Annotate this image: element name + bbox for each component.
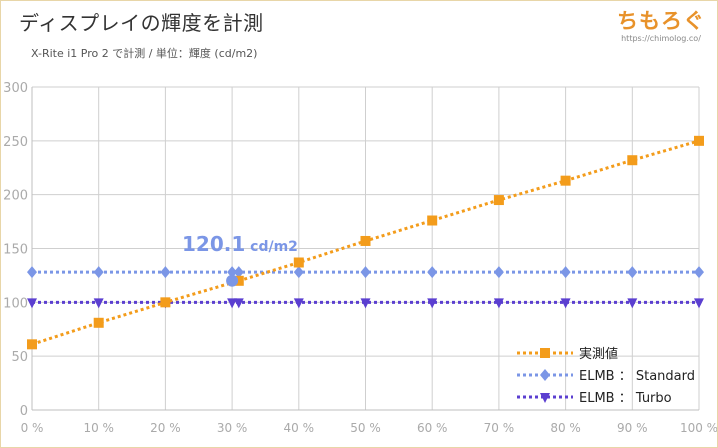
y-tick-label: 250 [3, 135, 28, 150]
data-point [227, 298, 238, 309]
x-tick-label: 20 % [150, 421, 181, 435]
x-tick-label: 80 % [550, 421, 581, 435]
x-tick-label: 30 % [217, 421, 248, 435]
y-tick-label: 100 [3, 296, 28, 311]
chart-title: ディスプレイの輝度を計測 [19, 11, 264, 35]
x-tick-label: 90 % [617, 421, 648, 435]
data-point [360, 298, 371, 309]
legend-marker [540, 348, 550, 358]
data-point [694, 135, 704, 146]
data-point [694, 266, 704, 279]
data-point [227, 266, 238, 279]
data-point [694, 298, 704, 309]
chart-subtitle: X-Rite i1 Pro 2 で計測 / 単位：輝度 (cd/m2) [31, 47, 258, 60]
data-point [160, 266, 171, 279]
y-tick-label: 150 [3, 243, 28, 258]
x-tick-label: 70 % [484, 421, 515, 435]
logo-text: ちもろぐ [617, 9, 705, 33]
x-tick-label: 50 % [350, 421, 381, 435]
data-point [560, 266, 571, 279]
annotation-value: 120.1 [182, 232, 245, 256]
data-point [627, 155, 638, 166]
legend-label: ELMB ： Turbo [579, 391, 672, 406]
legend-marker [540, 393, 550, 403]
data-point [293, 298, 304, 309]
x-tick-label: 0 % [21, 421, 44, 435]
data-point [427, 266, 438, 279]
data-point [627, 298, 638, 309]
data-point [233, 298, 244, 309]
data-point [627, 266, 638, 279]
data-point [493, 298, 504, 309]
legend-label: 実測値 [579, 346, 618, 362]
x-tick-label: 10 % [83, 421, 114, 435]
logo-url: https://chimolog.co/ [621, 34, 701, 43]
data-point [427, 298, 438, 309]
annotation-marker [226, 274, 239, 287]
data-point [233, 266, 244, 279]
legend-marker [540, 369, 550, 381]
annotation-unit: cd/m2 [245, 239, 298, 255]
data-point [560, 175, 571, 186]
site-logo: ちもろぐ https://chimolog.co/ [617, 5, 705, 43]
y-tick-label: 200 [3, 189, 28, 204]
x-tick-label: 40 % [284, 421, 315, 435]
y-tick-label: 50 [11, 350, 28, 365]
data-point [93, 266, 104, 279]
data-point [293, 266, 304, 279]
y-tick-label: 0 [20, 404, 28, 419]
data-point [93, 298, 104, 309]
x-tick-label: 100 % [680, 421, 717, 435]
data-point [27, 266, 37, 279]
data-point [427, 215, 438, 226]
data-point [293, 257, 304, 268]
data-point [360, 266, 371, 279]
data-point [360, 235, 371, 246]
data-point [93, 317, 104, 328]
data-point [493, 266, 504, 279]
annotation-label: 120.1 cd/m2 [182, 232, 298, 256]
data-point [160, 297, 171, 308]
x-tick-label: 60 % [417, 421, 448, 435]
legend-label: ELMB ： Standard [579, 369, 695, 384]
y-tick-label: 300 [3, 81, 28, 96]
data-point [233, 275, 244, 286]
data-point [493, 195, 504, 206]
data-point [27, 298, 37, 309]
data-point [560, 298, 571, 309]
data-point [27, 339, 37, 350]
